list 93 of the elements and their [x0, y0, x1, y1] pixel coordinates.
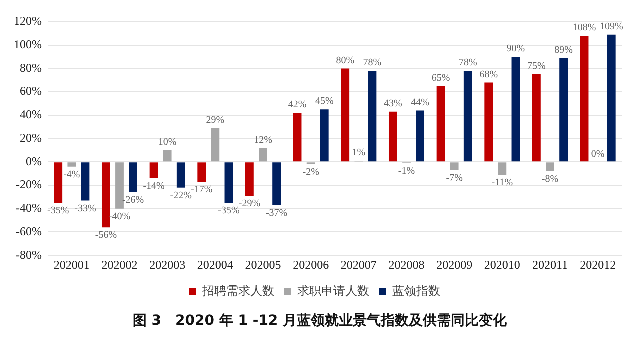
bar	[484, 82, 494, 162]
data-label: -33%	[74, 203, 96, 214]
bar	[560, 58, 568, 162]
x-tick-label: 202003	[150, 258, 186, 272]
data-label: -17%	[191, 184, 213, 196]
bar	[176, 162, 186, 188]
bar	[546, 162, 554, 172]
bar	[293, 113, 302, 162]
data-label: -14%	[143, 181, 165, 192]
data-label: 78%	[458, 58, 478, 69]
bar	[68, 162, 76, 167]
data-label: 90%	[506, 44, 526, 55]
bar	[211, 128, 220, 162]
bar	[81, 162, 90, 201]
data-label: -7%	[446, 172, 463, 184]
data-label: 42%	[288, 100, 307, 111]
y-tick-label: 20%	[20, 130, 42, 145]
data-label: -22%	[170, 190, 192, 202]
bar	[129, 162, 138, 193]
y-tick-label: 60%	[20, 84, 42, 98]
data-label: 109%	[600, 21, 624, 32]
data-label: -37%	[266, 208, 288, 219]
x-tick-label: 202006	[293, 258, 330, 272]
bar	[450, 162, 459, 170]
data-label: 75%	[528, 61, 546, 72]
bar	[224, 162, 234, 204]
y-tick-label: 40%	[20, 108, 42, 122]
x-tick-label: 202011	[532, 258, 568, 272]
data-label: 80%	[336, 55, 355, 66]
bar	[259, 148, 268, 162]
data-label: -35%	[48, 206, 70, 217]
data-label: -11%	[492, 178, 514, 189]
x-tick-label: 202012	[580, 258, 616, 272]
y-tick-label: -60%	[16, 224, 42, 238]
x-tick-label: 202001	[54, 258, 90, 272]
y-tick-label: -80%	[16, 248, 42, 262]
data-label: 68%	[480, 69, 498, 80]
legend-label: 招聘需求人数	[202, 284, 274, 298]
data-label: 89%	[554, 44, 573, 56]
data-label: 10%	[158, 137, 177, 148]
bar	[102, 162, 110, 228]
data-label: -56%	[95, 230, 118, 242]
y-tick-label: 0%	[26, 154, 42, 168]
data-label: 12%	[254, 134, 272, 146]
bar	[607, 34, 616, 162]
bar	[388, 112, 398, 162]
x-tick-label: 202008	[388, 258, 425, 272]
data-label: -29%	[238, 198, 261, 210]
y-tick-label: -40%	[16, 201, 42, 216]
bar	[54, 162, 63, 204]
data-label: -8%	[542, 174, 559, 186]
data-label: -35%	[218, 206, 240, 217]
legend-label: 求职申请人数	[298, 284, 370, 298]
bar	[580, 36, 589, 162]
data-label: 43%	[384, 98, 402, 110]
data-label: -1%	[398, 166, 416, 177]
bar	[272, 162, 281, 206]
data-label: -2%	[302, 167, 320, 178]
x-tick-label: 202004	[197, 258, 234, 272]
y-tick-label: 100%	[14, 38, 42, 52]
data-label: 45%	[315, 96, 334, 108]
text: 图 3 2020 年 1 -12 月蓝领就业景气指数及供需同比变化	[132, 312, 508, 330]
data-label: 1%	[352, 148, 366, 159]
bar	[368, 71, 377, 162]
data-label: 78%	[363, 58, 382, 69]
y-tick-label: -20%	[16, 178, 42, 192]
legend-label: 蓝领指数	[392, 284, 440, 298]
bar	[464, 71, 472, 162]
data-label: 108%	[572, 22, 596, 34]
bar	[416, 110, 425, 162]
data-label: -4%	[64, 169, 80, 180]
bar	[116, 162, 124, 209]
data-label: 65%	[432, 72, 450, 84]
x-tick-label: 202010	[484, 258, 520, 272]
bar	[320, 110, 329, 162]
data-label: 44%	[411, 97, 430, 108]
x-tick-label: 202007	[340, 258, 377, 272]
y-tick-label: 80%	[20, 60, 42, 75]
x-tick-label: 202002	[102, 258, 138, 272]
bar	[532, 74, 541, 162]
data-label: 0%	[591, 148, 605, 160]
bar	[198, 162, 206, 182]
bar	[436, 86, 446, 162]
bar	[150, 162, 158, 179]
bar	[163, 150, 172, 162]
y-tick-label: 120%	[14, 14, 42, 28]
bar	[512, 57, 520, 162]
bar	[245, 162, 254, 196]
data-label: 29%	[206, 114, 225, 126]
x-tick-label: 202005	[245, 258, 282, 272]
bar	[341, 68, 350, 162]
x-tick-label: 202009	[436, 258, 473, 272]
bar	[498, 162, 507, 176]
